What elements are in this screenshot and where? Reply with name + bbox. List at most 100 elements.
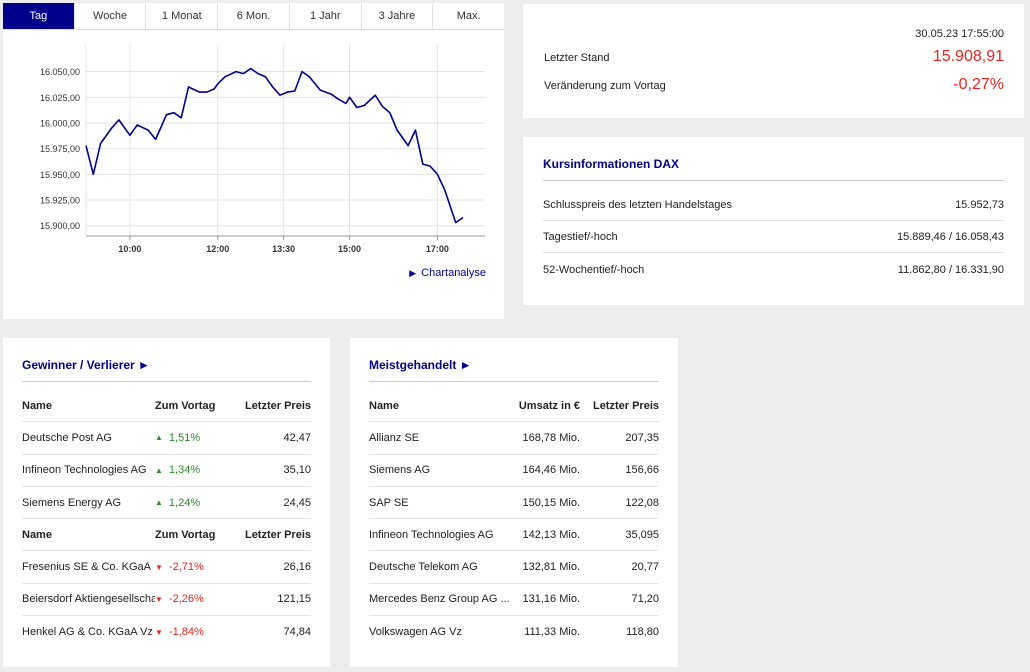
play-icon: ▶ [409, 267, 417, 278]
col-change: Zum Vortag [155, 399, 216, 412]
col-price: Letzter Preis [244, 528, 311, 541]
price-line [85, 67, 464, 224]
table-row[interactable]: Infineon Technologies AG 142,13 Mio. 35,… [369, 519, 659, 552]
most-traded-table: Name Umsatz in € Letzter Preis Allianz S… [369, 390, 659, 648]
down-arrow-icon: ▼ [155, 627, 163, 637]
most-traded-title-link[interactable]: Meistgehandelt ► [369, 358, 472, 372]
gainers-losers-title-link[interactable]: Gewinner / Verlierer ► [22, 358, 150, 372]
stock-name[interactable]: Infineon Technologies AG [22, 464, 147, 477]
stock-name[interactable]: Fresenius SE & Co. KGaA [22, 561, 151, 574]
gainers-losers-panel: Gewinner / Verlierer ► Name Zum Vortag L… [3, 338, 330, 667]
price-info-panel: Kursinformationen DAX Schlusspreis des l… [523, 137, 1024, 305]
table-row[interactable]: Beiersdorf Aktiengesellschaft ▼ -2,26% 12… [22, 584, 311, 617]
x-tick-label: 12:00 [206, 244, 229, 254]
stock-name[interactable]: Infineon Technologies AG [369, 528, 494, 541]
price-value: 20,77 [631, 561, 659, 574]
info-value: 15.952,73 [955, 198, 1004, 211]
y-tick-label: 16.000,00 [40, 118, 80, 128]
col-name: Name [22, 528, 52, 541]
tab-woche[interactable]: Woche [75, 3, 147, 29]
tab-3-jahre[interactable]: 3 Jahre [362, 3, 434, 29]
most-traded-panel: Meistgehandelt ► Name Umsatz in € Letzte… [350, 338, 678, 667]
up-arrow-icon: ▲ [155, 498, 163, 508]
last-value: 15.908,91 [932, 48, 1004, 65]
price-value: 74,84 [283, 626, 311, 639]
stock-name[interactable]: Siemens AG [369, 464, 431, 477]
table-row[interactable]: Mercedes Benz Group AG ... 131,16 Mio. 7… [369, 584, 659, 617]
quote-timestamp: 30.05.23 17:55:00 [915, 28, 1004, 40]
col-volume: Umsatz in € [518, 399, 580, 412]
volume-value: 131,16 Mio. [522, 593, 580, 606]
change-value: -1,84% [168, 626, 204, 639]
chartanalyse-label: Chartanalyse [421, 267, 486, 279]
change-value: 1,34% [168, 464, 201, 477]
col-name: Name [369, 399, 399, 412]
last-value-row: Letzter Stand 15.908,91 [544, 48, 1004, 66]
change-value: -0,27% [953, 76, 1004, 93]
title-divider [369, 381, 659, 382]
table-row[interactable]: Fresenius SE & Co. KGaA ▼ -2,71% 26,16 [22, 551, 311, 584]
change-label: Veränderung zum Vortag [544, 80, 666, 92]
table-row[interactable]: Henkel AG & Co. KGaA Vz ▼ -1,84% 74,84 [22, 616, 311, 648]
y-tick-label: 16.025,00 [40, 93, 80, 103]
price-value: 26,16 [283, 561, 311, 574]
chartanalyse-link[interactable]: ▶ Chartanalyse [409, 267, 486, 279]
price-value: 122,08 [625, 496, 659, 509]
col-change: Zum Vortag [155, 528, 216, 541]
x-tick-label: 13:30 [272, 244, 295, 254]
change-row: Veränderung zum Vortag -0,27% [544, 76, 1004, 94]
stock-name[interactable]: Volkswagen AG Vz [369, 626, 462, 639]
col-name: Name [22, 399, 52, 412]
price-value: 24,45 [283, 496, 311, 509]
volume-value: 111,33 Mio. [524, 626, 580, 639]
volume-value: 142,13 Mio. [522, 528, 580, 541]
stock-name[interactable]: Siemens Energy AG [22, 496, 122, 509]
table-row[interactable]: SAP SE 150,15 Mio. 122,08 [369, 487, 659, 520]
price-value: 35,095 [625, 528, 659, 541]
volume-value: 132,81 Mio. [522, 561, 580, 574]
stock-name[interactable]: Beiersdorf Aktiengesellschaft [22, 593, 155, 606]
stock-name[interactable]: Mercedes Benz Group AG ... [369, 593, 510, 606]
title-divider [543, 180, 1004, 181]
stock-name[interactable]: Deutsche Post AG [22, 431, 112, 444]
table-row[interactable]: Deutsche Telekom AG 132,81 Mio. 20,77 [369, 551, 659, 584]
info-row: Schlusspreis des letzten Handelstages 15… [543, 189, 1004, 221]
table-row[interactable]: Siemens AG 164,46 Mio. 156,66 [369, 455, 659, 487]
quote-panel: 30.05.23 17:55:00 Letzter Stand 15.908,9… [523, 4, 1024, 118]
x-tick-label: 17:00 [426, 244, 449, 254]
x-tick-label: 15:00 [338, 244, 361, 254]
table-header-row: Name Umsatz in € Letzter Preis [369, 390, 659, 423]
tab-1-jahr[interactable]: 1 Jahr [290, 3, 362, 29]
tab-max[interactable]: Max. [456, 10, 481, 22]
table-row[interactable]: Allianz SE 168,78 Mio. 207,35 [369, 422, 659, 455]
up-arrow-icon: ▲ [155, 433, 163, 443]
table-row[interactable]: Infineon Technologies AG ▲ 1,34% 35,10 [22, 455, 311, 487]
title-divider [22, 381, 311, 382]
x-tick-label: 10:00 [118, 244, 141, 254]
price-value: 121,15 [277, 593, 311, 606]
price-value: 71,20 [631, 593, 659, 606]
stock-name[interactable]: Allianz SE [369, 431, 420, 444]
table-row[interactable]: Deutsche Post AG ▲ 1,51% 42,47 [22, 422, 311, 455]
stock-name[interactable]: Henkel AG & Co. KGaA Vz [22, 626, 153, 639]
timeframe-tabs: Tag Woche 1 Monat 6 Mon. 1 Jahr 3 Jahre … [3, 3, 504, 30]
down-arrow-icon: ▼ [155, 594, 163, 604]
change-value: -2,26% [168, 593, 204, 606]
table-row[interactable]: Siemens Energy AG ▲ 1,24% 24,45 [22, 487, 311, 520]
info-title: Kursinformationen DAX [543, 157, 680, 171]
col-price: Letzter Preis [592, 399, 659, 412]
info-value: 11.862,80 / 16.331,90 [897, 264, 1004, 276]
info-row: Tagestief/-hoch 15.889,46 / 16.058,43 [543, 221, 1004, 253]
stock-name[interactable]: Deutsche Telekom AG [369, 561, 478, 574]
info-label: Tagestief/-hoch [543, 230, 618, 243]
tab-tag[interactable]: Tag [3, 3, 75, 29]
tab-6-mon[interactable]: 6 Mon. [218, 3, 290, 29]
table-row[interactable]: Volkswagen AG Vz 111,33 Mio. 118,80 [369, 616, 659, 648]
price-value: 118,80 [626, 626, 659, 639]
last-value-label: Letzter Stand [544, 52, 610, 64]
info-value: 15.889,46 / 16.058,43 [896, 230, 1004, 243]
tab-1-monat[interactable]: 1 Monat [146, 3, 219, 29]
price-value: 35,10 [283, 464, 311, 477]
volume-value: 164,46 Mio. [522, 464, 580, 477]
stock-name[interactable]: SAP SE [369, 496, 409, 509]
